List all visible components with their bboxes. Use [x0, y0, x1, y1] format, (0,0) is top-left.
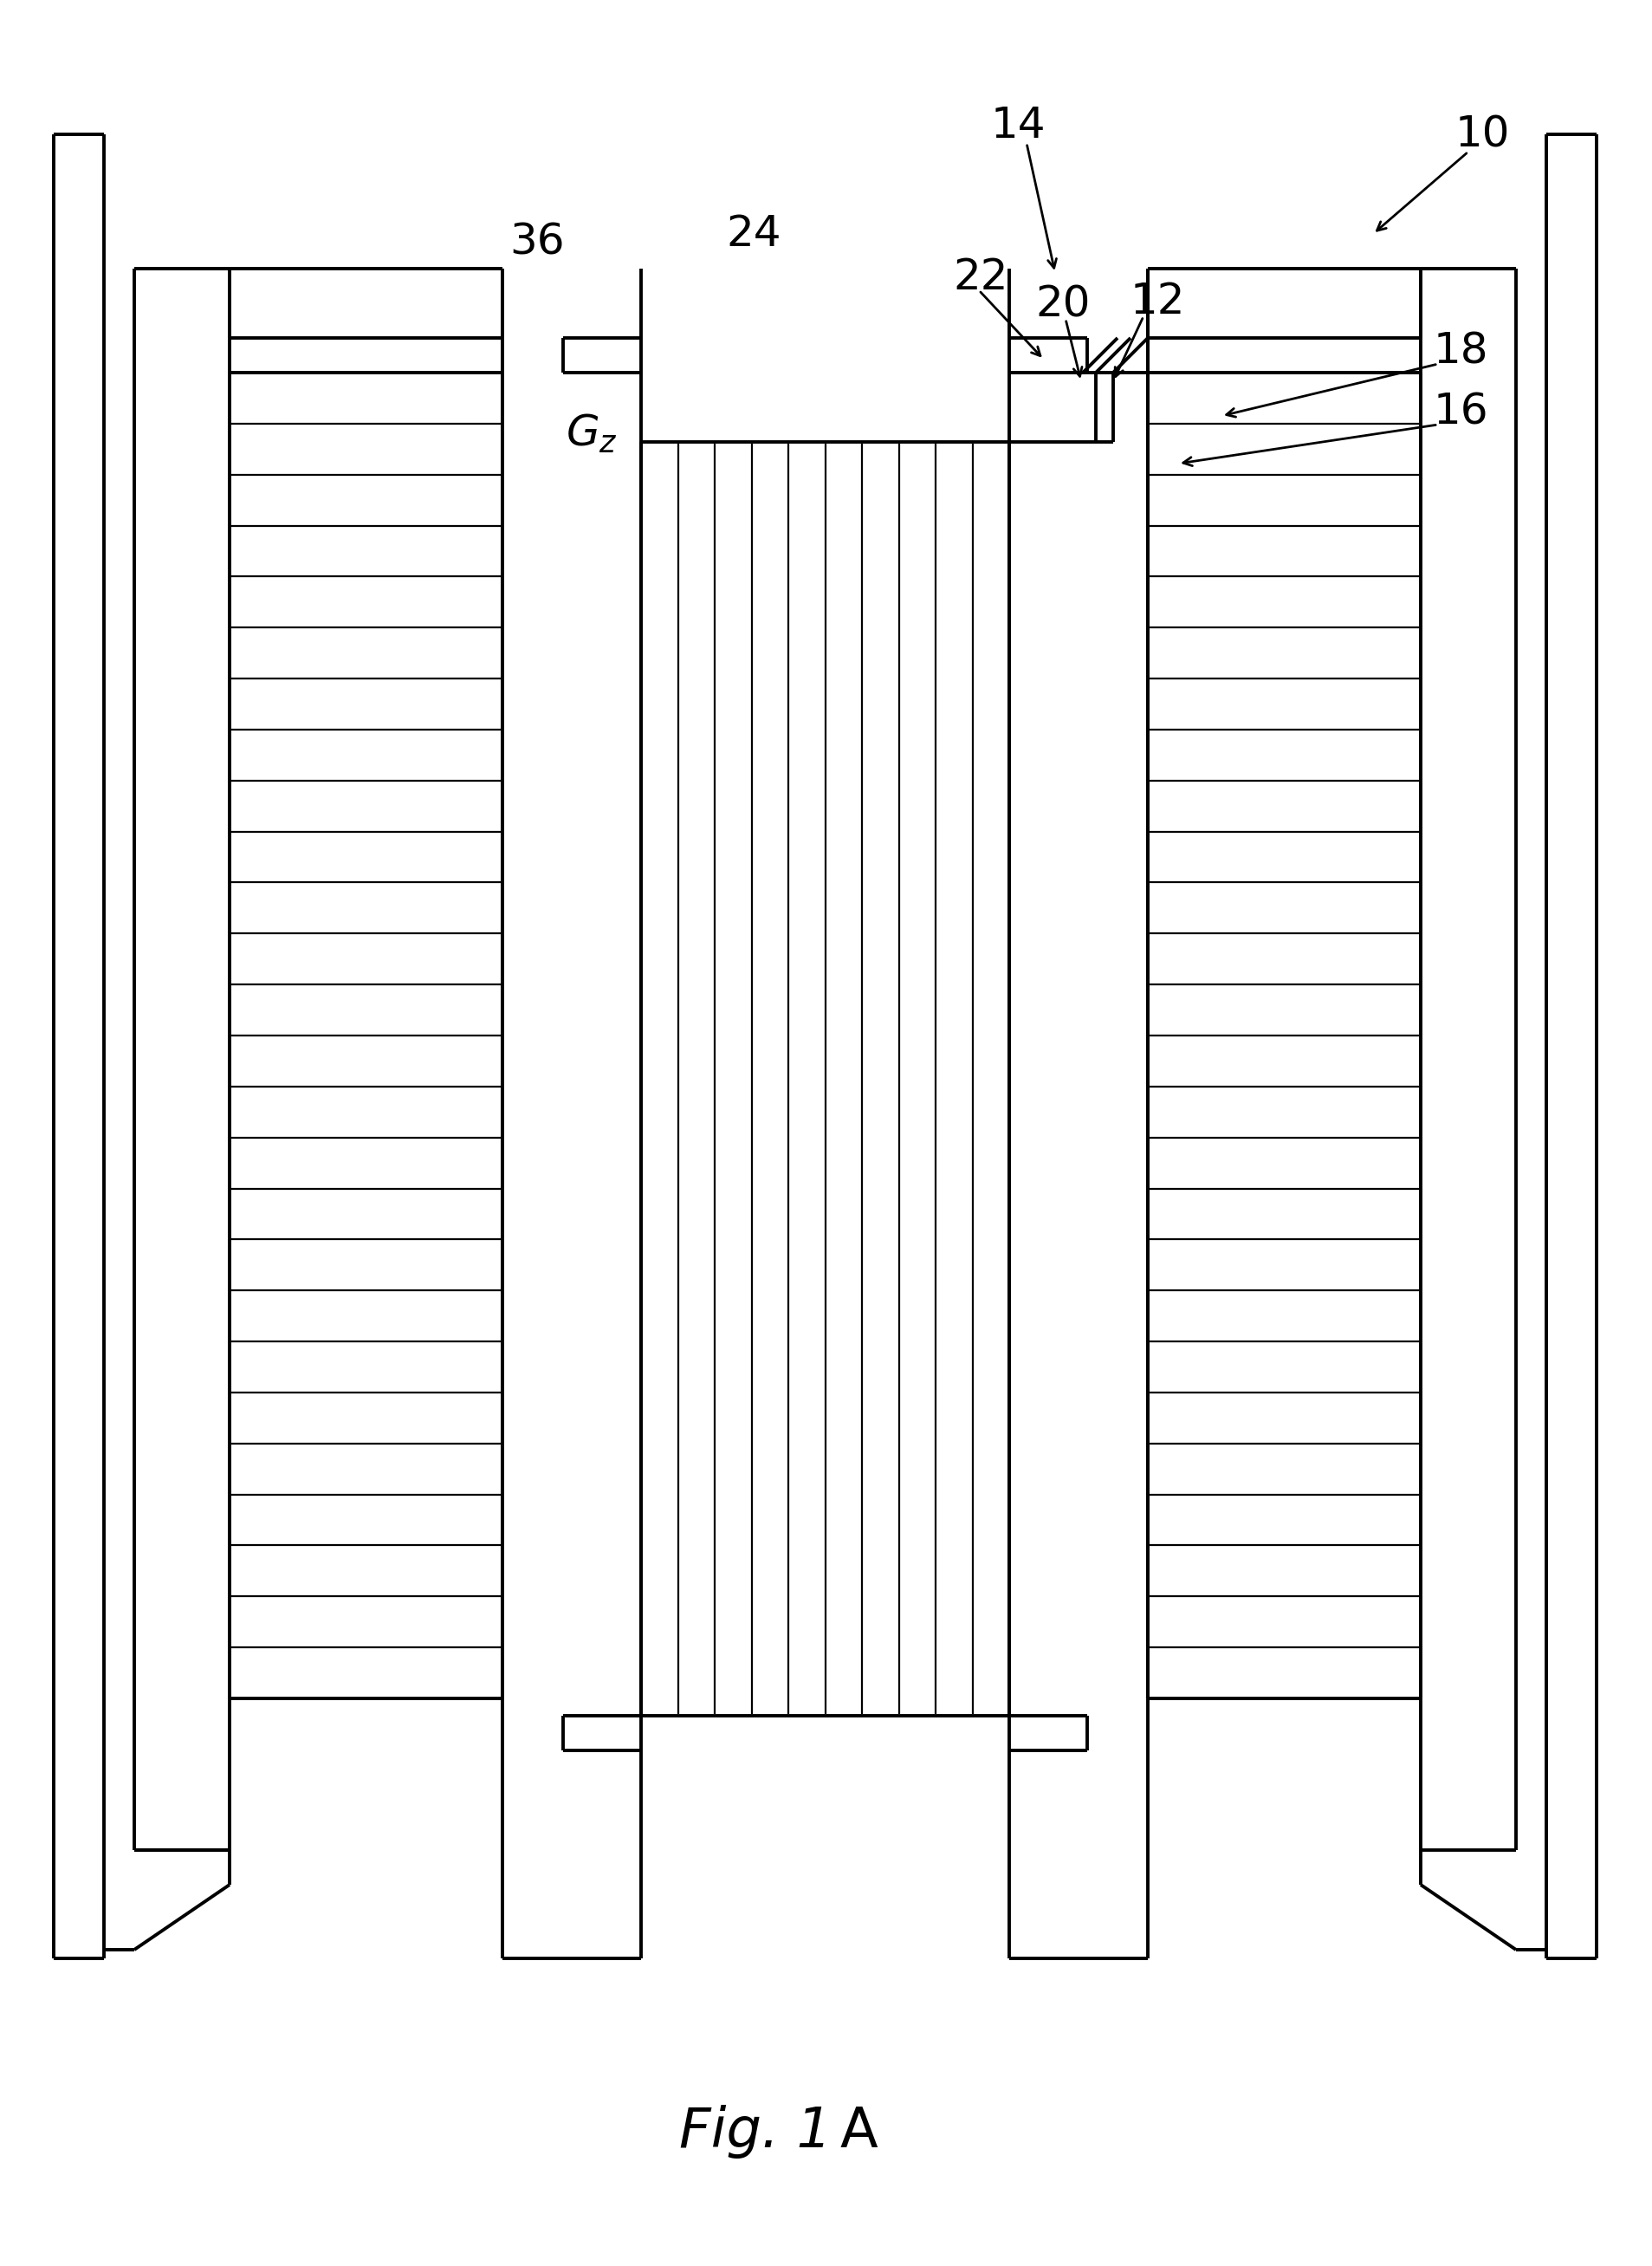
Text: 24: 24: [727, 213, 781, 254]
Text: 22: 22: [953, 256, 1008, 299]
Text: 20: 20: [1036, 283, 1090, 326]
Text: Fig. 1: Fig. 1: [679, 2105, 831, 2159]
Text: 16: 16: [1434, 390, 1488, 433]
Text: 36: 36: [509, 222, 565, 263]
Text: 12: 12: [1130, 281, 1186, 322]
Text: 14: 14: [991, 104, 1046, 147]
Text: A: A: [841, 2105, 879, 2159]
Text: 18: 18: [1434, 331, 1488, 372]
Text: 10: 10: [1455, 113, 1510, 154]
Text: $G_z$: $G_z$: [565, 412, 618, 455]
